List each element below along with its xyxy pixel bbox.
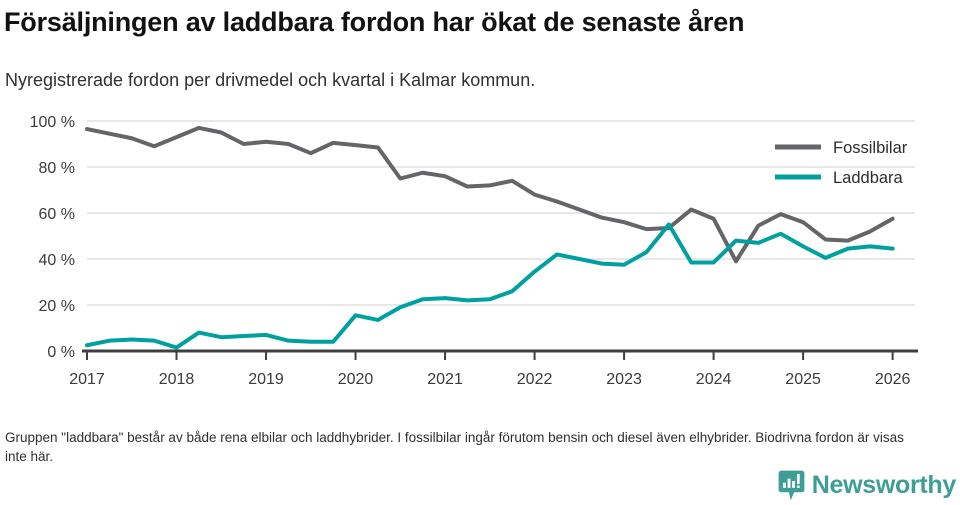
bar-chart-bubble-icon [778, 470, 805, 500]
y-tick-label: 80 % [39, 160, 75, 177]
brand-name: Newsworthy [811, 470, 957, 499]
series-line-fossilbilar [85, 125, 895, 264]
footnote-text: Gruppen "laddbara" består av både rena e… [5, 430, 904, 464]
x-tick-label: 2023 [606, 371, 642, 388]
x-tick-label: 2020 [338, 371, 374, 388]
x-tick-label: 2018 [159, 371, 195, 388]
legend-label: Laddbara [833, 169, 904, 187]
brand-logo: Newsworthy [778, 468, 956, 502]
y-axis-tick-labels: 0 % 20 % 40 % 60 % 80 % 100 % [30, 114, 75, 361]
chart-container: 0 % 20 % 40 % 60 % 80 % 100 % 2017 2018 2019 202… [0, 105, 960, 395]
x-tick-label: 2022 [517, 371, 553, 388]
page-subtitle: Nyregistrerade fordon per drivmedel och … [5, 70, 536, 90]
page-title: Försäljningen av laddbara fordon har öka… [4, 7, 745, 37]
chart-legend: Fossilbilar Laddbara [775, 139, 908, 187]
x-tick-label: 2024 [696, 371, 732, 388]
x-tick-label: 2019 [248, 371, 284, 388]
x-tick-label: 2025 [785, 371, 821, 388]
y-tick-label: 100 % [30, 114, 75, 131]
data-series [85, 125, 895, 350]
x-axis [82, 349, 918, 360]
x-tick-label: 2017 [69, 371, 105, 388]
legend-label: Fossilbilar [833, 139, 908, 157]
y-tick-label: 20 % [39, 298, 75, 315]
x-tick-label: 2026 [875, 371, 911, 388]
series-line-laddbara [85, 222, 895, 350]
gridlines [87, 120, 915, 306]
y-tick-label: 60 % [39, 206, 75, 223]
x-axis-tick-labels: 2017 2018 2019 2020 2021 2022 2023 2024 2025 2026 [69, 371, 910, 388]
y-tick-label: 40 % [39, 252, 75, 269]
line-chart: 0 % 20 % 40 % 60 % 80 % 100 % 2017 2018 2019 202… [30, 114, 918, 388]
y-tick-label: 0 % [47, 344, 75, 361]
x-tick-label: 2021 [427, 371, 463, 388]
